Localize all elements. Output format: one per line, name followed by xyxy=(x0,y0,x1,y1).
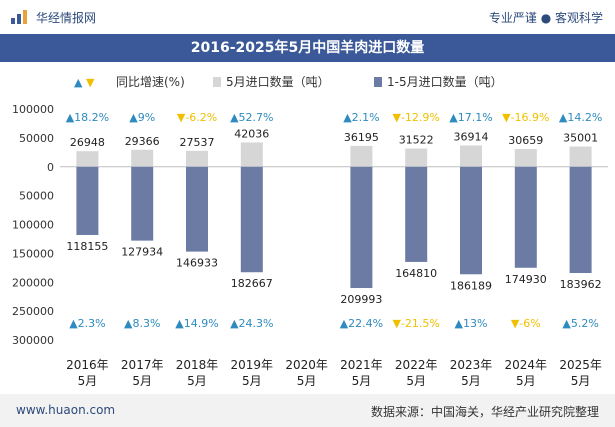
x-category-label: 2022年 5月 xyxy=(395,358,438,388)
monthly-yoy-label: ▲14.2% xyxy=(559,111,602,124)
y-tick-label: 250000 xyxy=(12,305,54,318)
monthly-value-label: 31522 xyxy=(399,134,434,147)
monthly-bar xyxy=(405,148,428,167)
monthly-bar xyxy=(350,145,373,167)
monthly-yoy-label: ▼-16.9% xyxy=(502,111,549,124)
legend-down-marker: ▼ xyxy=(86,76,95,89)
cumulative-value-label: 146933 xyxy=(176,257,218,270)
monthly-yoy-label: ▼-12.9% xyxy=(393,111,440,124)
cumulative-yoy-label: ▲24.3% xyxy=(230,317,273,330)
cumulative-value-label: 164810 xyxy=(395,267,437,280)
legend-label-yoy: 同比增速(%) xyxy=(116,75,185,89)
monthly-value-label: 30659 xyxy=(508,134,543,147)
cumulative-yoy-label: ▲5.2% xyxy=(562,317,598,330)
cumulative-bar xyxy=(76,166,99,235)
monthly-yoy-label: ▲2.1% xyxy=(343,111,379,124)
footer-bar: www.huaon.com 数据来源：中国海关，华经产业研究院整理 xyxy=(0,394,615,427)
cumulative-value-label: 186189 xyxy=(450,279,492,292)
footer-source: 数据来源：中国海关，华经产业研究院整理 xyxy=(370,405,599,419)
monthly-value-label: 42036 xyxy=(234,127,269,140)
monthly-bar xyxy=(460,145,482,167)
monthly-yoy-label: ▼-6.2% xyxy=(177,111,217,124)
legend-up-marker: ▲ xyxy=(74,76,83,89)
cumulative-yoy-label: ▲2.3% xyxy=(69,317,105,330)
monthly-value-label: 36195 xyxy=(344,131,379,144)
header-bar: 华经情报网 专业严谨 ● 客观科学 xyxy=(0,0,615,34)
cumulative-bar xyxy=(240,166,263,273)
cumulative-bar xyxy=(350,166,373,289)
cumulative-bar xyxy=(405,166,428,262)
cumulative-bar xyxy=(186,166,208,252)
y-tick-label: 150000 xyxy=(12,247,54,260)
y-tick-label: 100000 xyxy=(12,219,54,232)
chart-title: 2016-2025年5月中国羊肉进口数量 xyxy=(0,34,615,62)
cumulative-yoy-label: ▲13% xyxy=(455,317,488,330)
brand-name: 华经情报网 xyxy=(36,11,97,25)
monthly-value-label: 26948 xyxy=(70,136,105,149)
x-category-label: 2017年 5月 xyxy=(121,358,164,388)
x-category-label: 2020年 5月 xyxy=(285,358,328,388)
x-category-label: 2021年 5月 xyxy=(340,358,383,388)
monthly-value-label: 29366 xyxy=(125,135,160,148)
cumulative-value-label: 182667 xyxy=(231,277,273,290)
monthly-yoy-label: ▲18.2% xyxy=(66,111,109,124)
cumulative-value-label: 183962 xyxy=(560,278,602,291)
cumulative-yoy-label: ▼-6% xyxy=(511,317,541,330)
monthly-value-label: 36914 xyxy=(454,130,489,143)
cumulative-value-label: 174930 xyxy=(505,273,547,286)
cumulative-bar xyxy=(569,166,592,273)
monthly-yoy-label: ▲9% xyxy=(129,111,155,124)
x-category-label: 2025年 5月 xyxy=(559,358,602,388)
legend-swatch-cumulative xyxy=(374,77,382,87)
cumulative-value-label: 209993 xyxy=(340,293,382,306)
monthly-bar xyxy=(569,146,592,167)
x-category-label: 2018年 5月 xyxy=(176,358,219,388)
cumulative-yoy-label: ▼-21.5% xyxy=(393,317,440,330)
x-category-label: 2024年 5月 xyxy=(505,358,548,388)
y-tick-label: 50000 xyxy=(19,132,54,145)
x-category-label: 2023年 5月 xyxy=(450,358,493,388)
monthly-yoy-label: ▲52.7% xyxy=(230,111,273,124)
cumulative-yoy-label: ▲8.3% xyxy=(124,317,160,330)
x-category-label: 2016年 5月 xyxy=(66,358,109,388)
monthly-yoy-label: ▲17.1% xyxy=(449,111,492,124)
y-tick-label: 300000 xyxy=(12,334,54,347)
cumulative-yoy-label: ▲22.4% xyxy=(340,317,383,330)
monthly-bar xyxy=(131,149,154,167)
y-tick-label: 50000 xyxy=(19,190,54,203)
chart-area: ▲ ▼ 同比增速(%) 5月进口数量（吨） 1-5月进口数量（吨） 100000 50000… xyxy=(12,74,608,388)
tagline: 专业严谨 ● 客观科学 xyxy=(488,11,603,25)
y-tick-label: 0 xyxy=(47,161,54,174)
monthly-value-label: 35001 xyxy=(563,132,598,145)
monthly-bar xyxy=(76,151,99,167)
footer-url[interactable]: www.huaon.com xyxy=(16,403,116,417)
monthly-bar xyxy=(186,150,208,167)
monthly-bar xyxy=(514,149,537,167)
monthly-value-label: 27537 xyxy=(180,136,215,149)
y-tick-label: 200000 xyxy=(12,276,54,289)
y-tick-label: 100000 xyxy=(12,103,54,116)
cumulative-bar xyxy=(131,166,154,241)
legend-label-cumulative: 1-5月进口数量（吨） xyxy=(387,74,503,89)
brand-logo-icon xyxy=(11,10,27,24)
cumulative-value-label: 127934 xyxy=(121,246,163,259)
cumulative-bar xyxy=(460,166,482,275)
legend-label-monthly: 5月进口数量（吨） xyxy=(226,74,330,89)
cumulative-value-label: 118155 xyxy=(66,240,108,253)
cumulative-yoy-label: ▲14.9% xyxy=(175,317,218,330)
monthly-bar xyxy=(240,142,263,167)
x-category-label: 2019年 5月 xyxy=(231,358,274,388)
cumulative-bar xyxy=(514,166,537,268)
legend-swatch-monthly xyxy=(213,77,221,87)
